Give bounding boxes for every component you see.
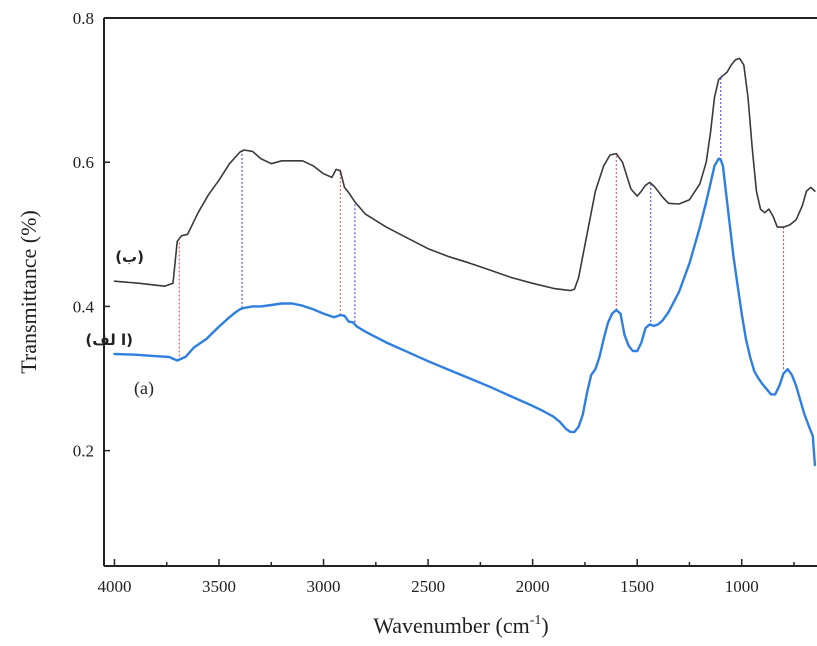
- x-axis-title-main: Wavenumber (cm: [373, 613, 529, 638]
- y-ticks: 0.2 0.4 0.6 0.8: [73, 9, 110, 461]
- panel-label-box: [128, 366, 192, 410]
- x-tick-label: 3000: [307, 577, 341, 596]
- x-axis-title-superscript: -1: [530, 613, 542, 628]
- series-line-alef: [113, 157, 817, 467]
- y-tick-label: 0.2: [73, 442, 94, 461]
- x-tick-label: 1000: [725, 577, 759, 596]
- series-layer: [113, 57, 817, 467]
- series-label-b: (ب): [115, 248, 144, 266]
- x-ticks: 4000 3500 3000 2500 2000 1500 1000: [97, 559, 795, 596]
- series-label-alef: (ا لف): [85, 331, 133, 349]
- y-tick-label: 0.4: [73, 297, 95, 316]
- x-tick-label: 4000: [97, 577, 131, 596]
- x-axis-title: Wavenumber (cm-1): [373, 613, 548, 638]
- y-tick-label: 0.8: [73, 9, 94, 28]
- y-tick-label: 0.6: [73, 153, 94, 172]
- x-tick-label: 3500: [202, 577, 236, 596]
- axes: [103, 17, 817, 567]
- series-line-b: [113, 57, 816, 292]
- x-tick-label: 2500: [411, 577, 445, 596]
- x-tick-label: 2000: [516, 577, 550, 596]
- peak-marker-lines: [178, 75, 785, 370]
- x-tick-label: 1500: [620, 577, 654, 596]
- panel-label: (a): [134, 378, 154, 399]
- y-axis-title: Transmittance (%): [16, 210, 41, 374]
- x-axis-title-end: ): [541, 613, 548, 638]
